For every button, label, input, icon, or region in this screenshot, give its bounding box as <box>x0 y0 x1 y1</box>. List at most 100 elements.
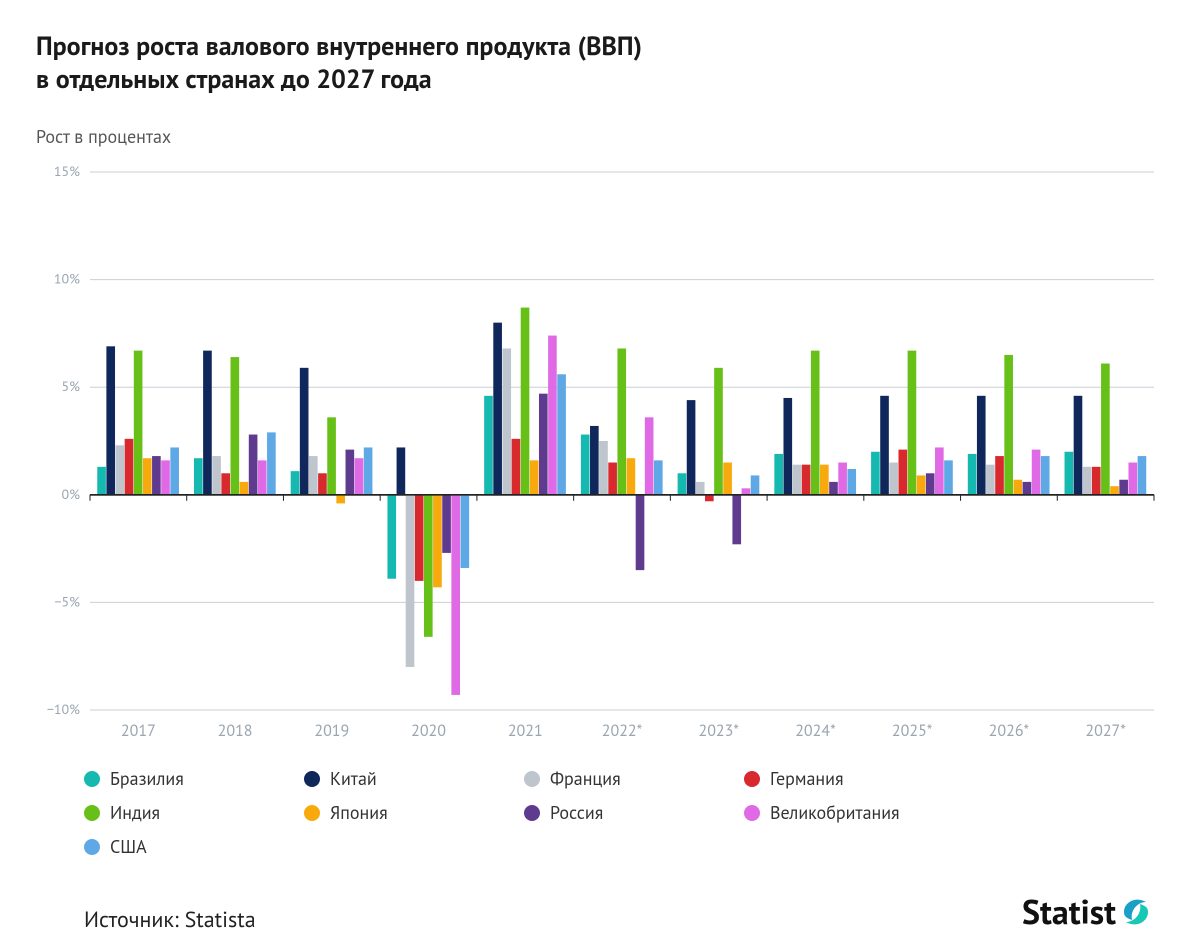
bar <box>1065 451 1074 494</box>
bar <box>678 473 687 495</box>
bar <box>783 397 792 494</box>
bar <box>1032 449 1041 494</box>
legend-label: Россия <box>550 801 603 824</box>
x-tick-label: 2026* <box>989 721 1030 741</box>
bar <box>889 462 898 494</box>
bar <box>451 494 460 694</box>
bar <box>240 481 249 494</box>
bar <box>714 367 723 494</box>
bar <box>599 441 608 495</box>
legend-label: Индия <box>110 801 160 824</box>
bar <box>521 307 530 494</box>
bar <box>774 453 783 494</box>
chart-title: Прогноз роста валового внутреннего проду… <box>36 30 1164 97</box>
bar <box>617 348 626 494</box>
bar <box>355 458 364 495</box>
legend-item: Бразилия <box>84 762 304 796</box>
bar <box>995 456 1004 495</box>
legend-label: Китай <box>330 767 377 790</box>
bar <box>1023 481 1032 494</box>
bar <box>212 456 221 495</box>
bar <box>161 460 170 494</box>
legend-item: США <box>84 830 304 864</box>
legend-item: Россия <box>524 796 744 830</box>
legend-label: Бразилия <box>110 767 184 790</box>
bar <box>143 458 152 495</box>
bar <box>627 458 636 495</box>
legend-swatch <box>304 805 320 821</box>
bar <box>530 460 539 494</box>
legend-item: Китай <box>304 762 524 796</box>
bar <box>327 417 336 494</box>
legend-swatch <box>304 771 320 787</box>
bar <box>231 357 240 495</box>
bar <box>433 494 442 587</box>
bar <box>203 350 212 494</box>
bar <box>793 464 802 494</box>
bar <box>1110 486 1119 495</box>
legend-swatch <box>84 839 100 855</box>
bar <box>539 393 548 494</box>
bar <box>1074 395 1083 494</box>
y-tick-label: 0% <box>62 484 81 502</box>
bar <box>442 494 451 552</box>
x-tick-label: 2019 <box>314 721 349 741</box>
bar <box>838 462 847 494</box>
bar <box>152 456 161 495</box>
bar <box>484 395 493 494</box>
x-tick-label: 2025* <box>892 721 933 741</box>
bar <box>170 447 179 494</box>
legend-item: Индия <box>84 796 304 830</box>
bar <box>645 417 654 494</box>
bar <box>723 462 732 494</box>
x-tick-label: 2027* <box>1085 721 1126 741</box>
title-line-1: Прогноз роста валового внутреннего проду… <box>36 30 642 63</box>
bar <box>968 453 977 494</box>
bar <box>654 460 663 494</box>
x-tick-label: 2018 <box>218 721 253 741</box>
logo-icon <box>1118 892 1154 932</box>
bar <box>802 464 811 494</box>
bar <box>557 374 566 495</box>
bar <box>820 464 829 494</box>
bar <box>1119 479 1128 494</box>
bar <box>512 438 521 494</box>
bar <box>548 335 557 494</box>
bar <box>732 494 741 543</box>
bar <box>258 460 267 494</box>
legend-swatch <box>744 771 760 787</box>
bar <box>346 449 355 494</box>
bar <box>364 447 373 494</box>
bar <box>696 481 705 494</box>
legend-label: Франция <box>550 767 621 790</box>
bar <box>336 494 345 503</box>
bar <box>97 466 106 494</box>
chart-area: −10%−5%0%5%10%15%20172018201920202021202… <box>36 154 1164 744</box>
y-tick-label: 15% <box>54 162 80 180</box>
legend-item: Германия <box>744 762 964 796</box>
y-tick-label: 5% <box>62 377 81 395</box>
legend-label: Япония <box>330 801 388 824</box>
bar <box>847 469 856 495</box>
legend-swatch <box>524 771 540 787</box>
bar <box>590 425 599 494</box>
legend-label: Великобритания <box>770 801 900 824</box>
bar <box>705 494 714 500</box>
bar <box>636 494 645 569</box>
legend-label: США <box>110 835 147 858</box>
bar <box>1004 354 1013 494</box>
bar <box>221 473 230 495</box>
bar <box>880 395 889 494</box>
bar <box>106 346 115 494</box>
bar <box>318 473 327 495</box>
bar <box>1092 466 1101 494</box>
legend-item: Великобритания <box>744 796 964 830</box>
x-tick-label: 2023* <box>698 721 739 741</box>
bar <box>742 488 751 494</box>
legend-swatch <box>744 805 760 821</box>
x-tick-label: 2022* <box>602 721 643 741</box>
bar <box>1138 456 1147 495</box>
bar <box>1041 456 1050 495</box>
bar <box>944 460 953 494</box>
x-tick-label: 2020 <box>411 721 446 741</box>
